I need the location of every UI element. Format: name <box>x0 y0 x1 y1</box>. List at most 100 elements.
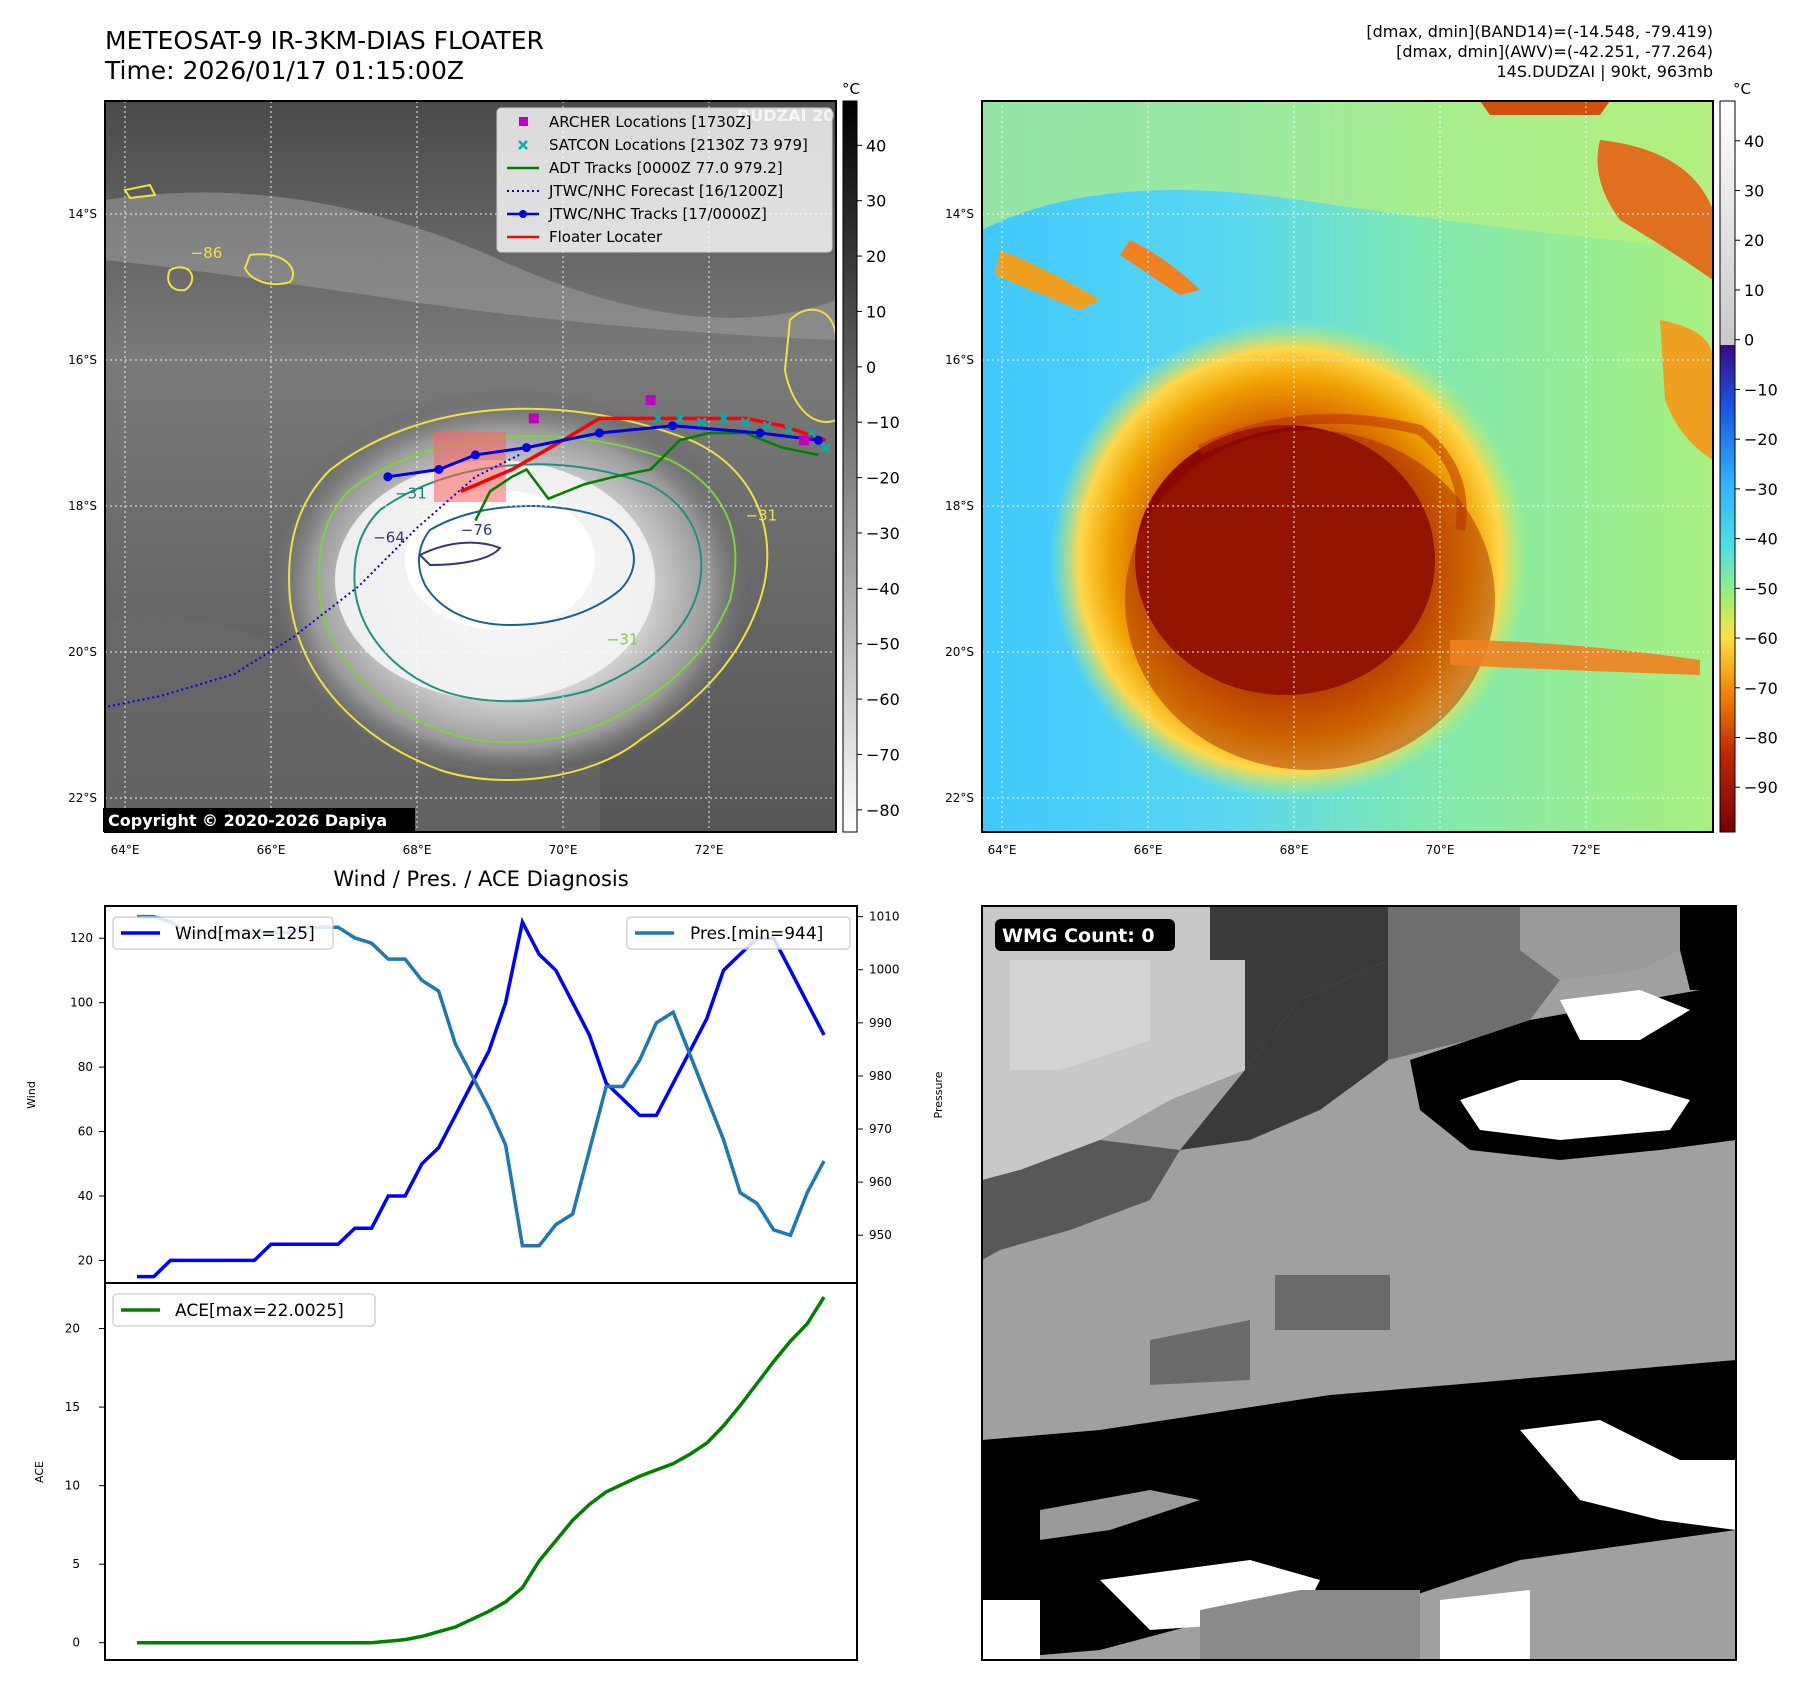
awv-colorbar-ticks: 40 30 20 10 0 −10 −20 −30 −40 −50 −60 −70 −80 −90 <box>1735 132 1778 797</box>
contour-label: −31 <box>395 485 427 503</box>
lat-label: 20°S <box>68 645 97 659</box>
lat-label: 16°S <box>945 353 974 367</box>
awv-lon-labels: 64°E 66°E 68°E 70°E 72°E <box>988 843 1601 857</box>
pressure-tick-label: 980 <box>869 1069 892 1083</box>
pressure-tick-label: 990 <box>869 1016 892 1030</box>
storm-summary: 14S.DUDZAI | 90kt, 963mb <box>1496 62 1714 81</box>
wind-tick-label: 80 <box>78 1060 93 1074</box>
lat-label: 20°S <box>945 645 974 659</box>
legend-marker-dot <box>519 210 527 218</box>
lon-label: 66°E <box>1134 843 1163 857</box>
legend-label: Floater Locater <box>549 228 663 246</box>
awv-colorbar-unit: °C <box>1733 80 1751 98</box>
satcon-point <box>674 413 685 424</box>
wind-legend-label: Wind[max=125] <box>175 924 315 944</box>
lat-label: 14°S <box>68 207 97 221</box>
ace-axis-ticks: 0 5 10 15 20 <box>65 1322 105 1650</box>
contour-label: −31 <box>607 631 639 649</box>
ace-tick-label: 5 <box>72 1557 80 1571</box>
figure-title: METEOSAT-9 IR-3KM-DIAS FLOATER Time: 202… <box>105 26 544 86</box>
ir-lon-labels: 64°E 66°E 68°E 70°E 72°E <box>111 843 724 857</box>
lat-label: 22°S <box>68 791 97 805</box>
wind-tick-label: 100 <box>70 996 93 1010</box>
colorbar-tick-label: −30 <box>866 524 900 543</box>
pressure-axis-ticks: 950 960 970 980 990 1000 1010 <box>857 910 900 1242</box>
colorbar-tick-label: 10 <box>1744 281 1764 300</box>
wind-tick-label: 60 <box>78 1125 93 1139</box>
pressure-legend: Pres.[min=944] <box>626 916 851 950</box>
lon-label: 72°E <box>1572 843 1601 857</box>
colorbar-tick-label: 20 <box>866 247 886 266</box>
jtwc-track-point <box>755 428 765 438</box>
legend-box <box>496 107 833 253</box>
ir-legend: ARCHER Locations [1730Z] SATCON Locations… <box>496 107 833 253</box>
ace-tick-label: 0 <box>72 1636 80 1650</box>
wind-tick-label: 120 <box>70 931 93 945</box>
colorbar-tick-label: 0 <box>866 358 876 377</box>
wind-tick-label: 40 <box>78 1189 93 1203</box>
colorbar-tick-label: 30 <box>1744 182 1764 201</box>
wmg-imagery <box>982 906 1736 1660</box>
lon-label: 70°E <box>1426 843 1455 857</box>
jtwc-track-point <box>814 435 823 445</box>
wind-axis-ticks: 20 40 60 80 100 120 <box>70 931 105 1267</box>
awv-lat-labels: 14°S 16°S 18°S 20°S 22°S <box>945 207 974 805</box>
title-line-1: METEOSAT-9 IR-3KM-DIAS FLOATER <box>105 26 544 55</box>
contour-label: −76 <box>461 521 493 539</box>
jtwc-track-point <box>470 450 480 460</box>
satcon-point <box>762 420 773 431</box>
jtwc-forecast-line <box>105 454 520 709</box>
satcon-point <box>696 417 707 427</box>
colorbar-tick-label: −30 <box>1744 480 1778 499</box>
copyright-box <box>103 808 415 832</box>
legend-marker-square <box>519 117 528 126</box>
lon-label: 66°E <box>257 843 286 857</box>
diagnosis-panel: Wind / Pres. / ACE Diagnosis 20406080100… <box>25 867 945 1661</box>
ace-tick-label: 10 <box>65 1479 80 1493</box>
jtwc-track-point <box>383 472 393 482</box>
copyright-text: Copyright © 2020-2026 Dapiya <box>108 811 387 830</box>
jtwc-track-point <box>522 443 531 453</box>
legend-label: ARCHER Locations [1730Z] <box>549 113 752 131</box>
colorbar-tick-label: −60 <box>866 690 900 709</box>
lat-label: 18°S <box>68 499 97 513</box>
pressure-tick-label: 960 <box>869 1175 892 1189</box>
archer-point <box>528 413 539 424</box>
ace-legend-label: ACE[max=22.0025] <box>175 1301 344 1321</box>
colorbar-tick-label: −20 <box>1744 430 1778 449</box>
legend-label: JTWC/NHC Tracks [17/0000Z] <box>548 205 767 223</box>
satcon-point <box>784 424 795 435</box>
lon-label: 64°E <box>111 843 140 857</box>
wmg-count-box <box>995 919 1175 951</box>
colorbar-tick-label: −90 <box>1744 778 1778 797</box>
colorbar-tick-label: −50 <box>1744 579 1778 598</box>
wind-tick-label: 20 <box>78 1253 93 1267</box>
awv-range: [dmax, dmin](AWV)=(-42.251, -77.264) <box>1396 42 1713 61</box>
diagnosis-title: Wind / Pres. / ACE Diagnosis <box>333 867 628 891</box>
awv-imagery <box>982 101 1713 832</box>
lon-label: 64°E <box>988 843 1017 857</box>
colorbar-tick-label: 20 <box>1744 231 1764 250</box>
contour-label: −86 <box>191 244 223 262</box>
colorbar-tick-label: −40 <box>866 579 900 598</box>
ir-colorbar <box>842 100 858 833</box>
colorbar-tick-label: −20 <box>866 469 900 488</box>
satcon-point <box>718 413 729 424</box>
colorbar-tick-label: −80 <box>1744 729 1778 748</box>
awv-panel: 14°S 16°S 18°S 20°S 22°S 64°E 66°E 68°E 70°E 72°… <box>945 80 1778 857</box>
pressure-tick-label: 950 <box>869 1228 892 1242</box>
wmg-count-label: WMG Count: 0 <box>1002 925 1155 947</box>
ace-tick-label: 20 <box>65 1322 80 1336</box>
colorbar-tick-label: 40 <box>1744 132 1764 151</box>
colorbar-tick-label: −40 <box>1744 530 1778 549</box>
lon-label: 68°E <box>1280 843 1309 857</box>
ace-axes <box>104 1282 858 1661</box>
pressure-legend-label: Pres.[min=944] <box>690 924 823 944</box>
colorbar-tick-label: −70 <box>1744 679 1778 698</box>
jtwc-track-line <box>387 424 819 479</box>
wind-legend: Wind[max=125] <box>112 916 334 950</box>
contour-label: −64 <box>373 529 405 547</box>
colorbar-tick-label: −10 <box>1744 380 1778 399</box>
pressure-tick-label: 970 <box>869 1122 892 1136</box>
storm-info: [dmax, dmin](BAND14)=(-14.548, -79.419) … <box>1366 22 1713 82</box>
